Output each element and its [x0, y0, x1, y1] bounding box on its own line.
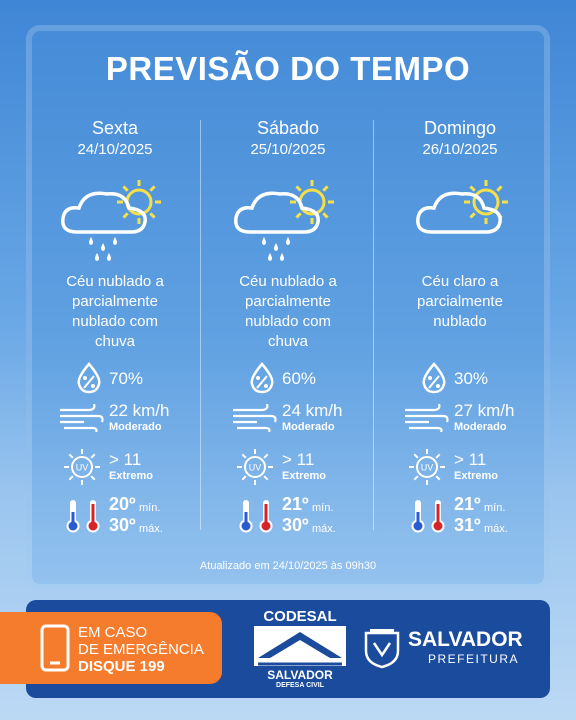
day-name: Sábado: [256, 118, 320, 138]
updated-note: Atualizado em 24/10/2025 às 09h30: [199, 560, 377, 572]
weather-icon: [416, 180, 508, 234]
temp-min-label: mín.: [139, 502, 161, 514]
wind-speed: 22 km/h: [109, 401, 170, 420]
uv-index: > 11: [282, 450, 315, 469]
codesal-logo: CODESAL SALVADOR DEFESA CIVIL: [250, 608, 350, 692]
day-name: Sexta: [91, 118, 139, 138]
emergency-box: EM CASO DE EMERGÊNCIA DISQUE 199: [0, 612, 222, 684]
emergency-line: EM CASO: [78, 624, 148, 641]
humidity: 60%: [282, 369, 317, 388]
uv-icon: UV: [64, 449, 100, 485]
uv-level: Extremo: [282, 470, 327, 482]
wind-icon: [60, 404, 104, 432]
temp-min: 21º: [454, 494, 481, 514]
temp-min-label: mín.: [484, 502, 506, 514]
day-name: Domingo: [423, 118, 497, 138]
wind-speed: 24 km/h: [282, 401, 343, 420]
codesal-name: CODESAL: [263, 608, 337, 625]
prefeitura-sub: PREFEITURA: [428, 652, 520, 666]
uv-index: > 11: [454, 450, 487, 469]
thermometer-icons: [66, 500, 100, 533]
uv-icon-label: UV: [421, 463, 434, 473]
emergency-line: DISQUE 199: [78, 658, 165, 675]
wind-icon: [405, 404, 449, 432]
uv-level: Extremo: [109, 470, 154, 482]
description: Céu claro a parcialmente nublado: [417, 273, 503, 330]
wind-level: Moderado: [282, 421, 335, 433]
title: PREVISÃO DO TEMPO: [105, 50, 471, 87]
uv-icon: UV: [409, 449, 445, 485]
temp-max: 30º: [282, 515, 309, 535]
thermometer-icons: [239, 500, 273, 533]
codesal-sub: DEFESA CIVIL: [276, 682, 324, 689]
day-date: 26/10/2025: [422, 141, 498, 158]
wind-icon: [233, 404, 277, 432]
temp-min: 21º: [282, 494, 309, 514]
thermometer-icons: [411, 500, 445, 533]
uv-index: > 11: [109, 450, 142, 469]
temp-max-label: máx.: [139, 523, 163, 535]
uv-icon-label: UV: [249, 463, 262, 473]
codesal-emblem: [254, 626, 346, 666]
codesal-city: SALVADOR: [267, 668, 333, 682]
humidity-icon: [250, 362, 274, 394]
description: Céu nublado a parcialmente nublado com c…: [239, 273, 337, 350]
temp-max-label: máx.: [484, 523, 508, 535]
uv-level: Extremo: [454, 470, 499, 482]
separator: [200, 120, 201, 530]
day-date: 25/10/2025: [250, 141, 326, 158]
humidity: 30%: [454, 369, 489, 388]
humidity-icon: [77, 362, 101, 394]
description: Céu nublado a parcialmente nublado com c…: [66, 273, 164, 350]
weather-icon: [61, 180, 161, 261]
humidity-icon: [422, 362, 446, 394]
prefeitura-name: SALVADOR: [408, 628, 523, 651]
temp-max: 31º: [454, 515, 481, 535]
uv-icon-label: UV: [76, 463, 89, 473]
day-date: 24/10/2025: [77, 141, 153, 158]
wind-level: Moderado: [454, 421, 507, 433]
wind-speed: 27 km/h: [454, 401, 515, 420]
emergency-line: DE EMERGÊNCIA: [78, 641, 204, 658]
weather-icon: [234, 180, 334, 261]
humidity: 70%: [109, 369, 144, 388]
forecast-panel: [26, 25, 550, 590]
uv-icon: UV: [237, 449, 273, 485]
temp-min-label: mín.: [312, 502, 334, 514]
temp-min: 20º: [109, 494, 136, 514]
salvador-crest: [364, 629, 400, 669]
temp-max: 30º: [109, 515, 136, 535]
separator: [373, 120, 374, 530]
phone-icon: [40, 624, 70, 672]
wind-level: Moderado: [109, 421, 162, 433]
temp-max-label: máx.: [312, 523, 336, 535]
